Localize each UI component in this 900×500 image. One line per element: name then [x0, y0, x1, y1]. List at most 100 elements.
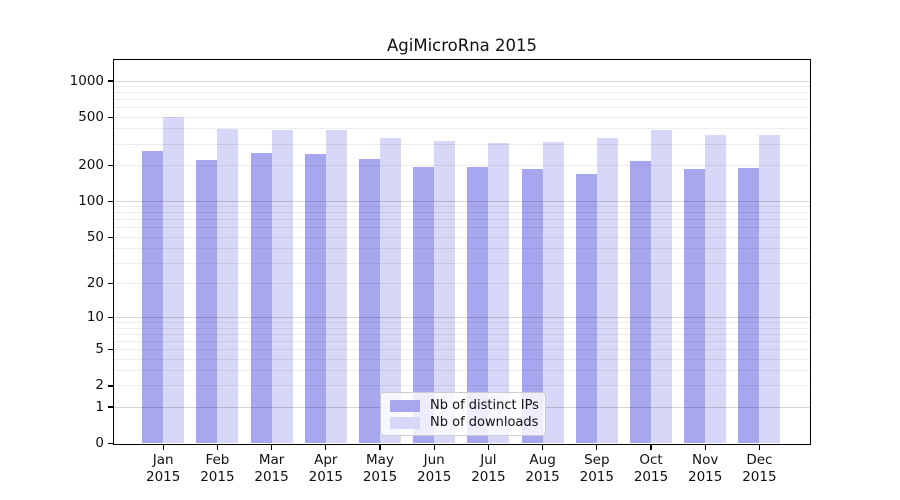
y-tick — [108, 442, 114, 445]
y-tick — [108, 200, 114, 202]
bar-nb-of-distinct-ips-nov — [684, 169, 706, 444]
bar-nb-of-downloads-mar — [271, 130, 293, 444]
gridline-minor — [114, 385, 810, 387]
legend-swatch-downloads — [390, 416, 420, 429]
bar-nb-of-distinct-ips-sep — [575, 174, 597, 444]
x-tick-label: Jul 2015 — [458, 452, 518, 485]
bar-nb-of-downloads-apr — [325, 129, 347, 444]
y-tick — [108, 283, 114, 285]
gridline-minor — [114, 358, 810, 360]
bar-nb-of-downloads-aug — [542, 142, 564, 444]
gridline-minor — [114, 370, 810, 372]
gridline-minor — [114, 327, 810, 329]
x-tick-month: Jun — [423, 452, 445, 468]
x-tick-year: 2015 — [146, 468, 181, 485]
gridline-minor — [114, 340, 810, 342]
gridline-minor — [114, 322, 810, 324]
legend-label-distinct-ips: Nb of distinct IPs — [430, 398, 539, 413]
y-tick-label: 100 — [78, 192, 104, 209]
gridline-major — [114, 80, 810, 82]
y-tick — [108, 116, 114, 118]
y-tick-label: 1000 — [69, 72, 104, 89]
legend: Nb of distinct IPs Nb of downloads — [380, 392, 546, 436]
x-tick-month: Dec — [746, 452, 773, 468]
gridline-minor — [114, 248, 810, 250]
gridline-minor — [114, 143, 810, 145]
y-tick-label: 1 — [95, 398, 104, 415]
y-tick-label: 50 — [86, 228, 104, 245]
x-tick-year: 2015 — [688, 468, 723, 485]
x-tick — [433, 444, 435, 450]
gridline-major — [114, 317, 810, 319]
y-tick — [108, 317, 114, 319]
x-tick — [704, 444, 706, 450]
x-tick-label: May 2015 — [350, 452, 410, 485]
x-tick-year: 2015 — [200, 468, 235, 485]
x-tick-label: Oct 2015 — [621, 452, 681, 485]
bar-nb-of-downloads-sep — [596, 138, 618, 444]
bar-nb-of-distinct-ips-dec — [738, 167, 760, 444]
x-tick-year: 2015 — [417, 468, 452, 485]
x-tick — [162, 444, 164, 450]
x-tick-label: Apr 2015 — [296, 452, 356, 485]
bar-nb-of-distinct-ips-feb — [196, 160, 218, 444]
bar-nb-of-distinct-ips-oct — [630, 161, 651, 444]
gridline-minor — [114, 219, 810, 221]
x-tick-month: Feb — [205, 452, 230, 468]
y-tick — [108, 80, 114, 82]
y-tick-label: 2 — [95, 377, 104, 394]
gridline-minor — [114, 236, 810, 238]
y-tick-label: 20 — [86, 275, 104, 292]
bar-nb-of-distinct-ips-may — [359, 159, 380, 444]
x-tick-month: Mar — [258, 452, 285, 468]
x-tick-month: Nov — [692, 452, 719, 468]
gridline-major — [114, 200, 810, 202]
bar-nb-of-distinct-ips-aug — [521, 169, 543, 444]
bar-nb-of-downloads-jun — [434, 141, 456, 444]
bar-nb-of-downloads-nov — [705, 134, 727, 444]
x-tick — [596, 444, 598, 450]
x-tick-year: 2015 — [525, 468, 560, 485]
gridline-minor — [114, 206, 810, 208]
bar-nb-of-downloads-jan — [163, 117, 185, 444]
x-tick-month: Jan — [152, 452, 174, 468]
x-tick-month: Aug — [529, 452, 556, 468]
x-tick — [270, 444, 273, 450]
bar-nb-of-distinct-ips-apr — [304, 153, 326, 444]
bar-nb-of-distinct-ips-jul — [467, 167, 489, 444]
gridline-minor — [114, 348, 810, 350]
x-tick — [487, 444, 490, 450]
x-tick-month: Apr — [314, 452, 338, 468]
x-tick — [216, 444, 219, 450]
y-tick-label: 500 — [78, 108, 104, 125]
gridline-minor — [114, 283, 810, 285]
x-tick-label: Feb 2015 — [187, 452, 247, 485]
x-tick-year: 2015 — [471, 468, 506, 485]
gridline-minor — [114, 128, 810, 130]
y-tick — [108, 406, 114, 408]
x-tick — [758, 444, 761, 450]
x-tick-year: 2015 — [254, 468, 289, 485]
y-tick-label: 200 — [78, 156, 104, 173]
bar-nb-of-distinct-ips-jan — [142, 150, 164, 444]
x-tick-label: Aug 2015 — [513, 452, 573, 485]
y-tick-label: 0 — [95, 435, 104, 451]
y-tick — [108, 236, 114, 238]
gridline-minor — [114, 107, 810, 109]
x-tick-label: Mar 2015 — [242, 452, 302, 485]
legend-swatch-distinct-ips — [390, 399, 420, 412]
gridline-minor — [114, 212, 810, 214]
bar-nb-of-distinct-ips-jun — [413, 166, 435, 444]
x-tick — [379, 444, 381, 450]
x-tick — [325, 444, 327, 450]
x-tick-month: May — [366, 452, 394, 468]
gridline-minor — [114, 262, 810, 264]
chart-title: AgiMicroRna 2015 — [386, 36, 538, 55]
gridline-minor — [114, 333, 810, 335]
x-tick-year: 2015 — [633, 468, 669, 485]
gridline-minor — [114, 99, 810, 101]
legend-item-distinct-ips: Nb of distinct IPs — [390, 398, 539, 413]
gridline-minor — [114, 164, 810, 166]
x-tick — [541, 444, 544, 450]
